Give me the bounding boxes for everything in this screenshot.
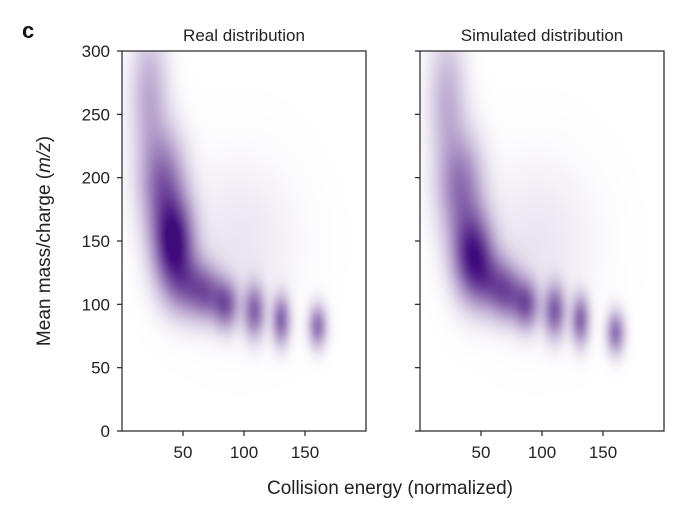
panel-title: Real distribution [183, 26, 305, 45]
panel-simulated-distribution: Simulated distribution 50 100 150 [415, 26, 665, 462]
heatmap-image [122, 51, 366, 431]
y-tick-label: 150 [82, 232, 110, 251]
y-tick-label: 200 [82, 169, 110, 188]
y-axis-label: Mean mass/charge (m/z) [34, 136, 55, 346]
x-tick-label: 50 [174, 443, 193, 462]
y-tick-label: 100 [82, 295, 110, 314]
y-tick-label: 50 [91, 359, 110, 378]
y-tick-label: 0 [101, 422, 110, 441]
panel-title: Simulated distribution [461, 26, 624, 45]
y-tick-label: 300 [82, 42, 110, 61]
y-tick-label: 250 [82, 105, 110, 124]
x-tick-label: 100 [230, 443, 258, 462]
panel-letter: c [22, 18, 34, 43]
x-tick-label: 50 [472, 443, 491, 462]
x-axis-label: Collision energy (normalized) [267, 478, 513, 499]
x-tick-label: 150 [291, 443, 319, 462]
x-tick-label: 150 [589, 443, 617, 462]
x-tick-label: 100 [528, 443, 556, 462]
heatmap-image [420, 51, 664, 431]
panel-real-distribution: Real distribution 50 100 150 0 50 100 150 200 250… [82, 26, 367, 462]
